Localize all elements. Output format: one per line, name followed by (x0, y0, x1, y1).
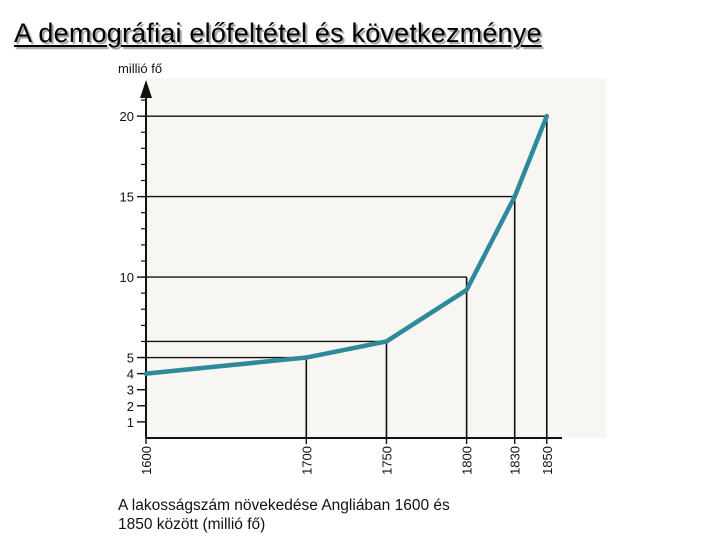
page-title: A demográfiai előfeltétel és következmén… (14, 18, 542, 48)
data-point (544, 113, 549, 119)
y-axis-arrow (140, 80, 152, 98)
series-line (143, 113, 550, 376)
x-tick-label: 1700 (299, 446, 314, 475)
y-tick-label: 3 (127, 383, 134, 398)
chart-caption: A lakosságszám növekedése Angliában 1600… (118, 496, 588, 534)
caption-line-2: 1850 között (millió fő) (118, 516, 266, 533)
x-tick-label: 1850 (540, 446, 555, 475)
x-tick-label: 1600 (139, 446, 154, 475)
y-tick-label: 4 (127, 367, 134, 382)
y-tick-label: 15 (120, 190, 134, 205)
y-tick-label: 20 (120, 109, 134, 124)
series (143, 113, 550, 376)
data-point (464, 287, 469, 293)
x-tick-label: 1800 (460, 446, 475, 475)
y-tick-label: 1 (127, 415, 134, 430)
axes (140, 80, 562, 439)
y-tick-label: 10 (120, 270, 134, 285)
x-tick-label: 1750 (379, 446, 394, 475)
y-tick-label: 2 (127, 399, 134, 414)
data-point (143, 371, 149, 376)
x-ticks: 1600 1700 1750 1800 1830 1850 (139, 438, 555, 475)
data-point (304, 355, 309, 360)
caption-line-1: A lakosságszám növekedése Angliában 1600… (118, 497, 450, 514)
x-tick-label: 1830 (508, 446, 523, 475)
data-point (384, 339, 389, 344)
chart-paper (146, 78, 606, 438)
reference-lines (146, 115, 548, 438)
y-tick-label: 5 (127, 351, 134, 366)
y-axis-label: millió fő (118, 61, 162, 76)
data-point (512, 194, 517, 199)
